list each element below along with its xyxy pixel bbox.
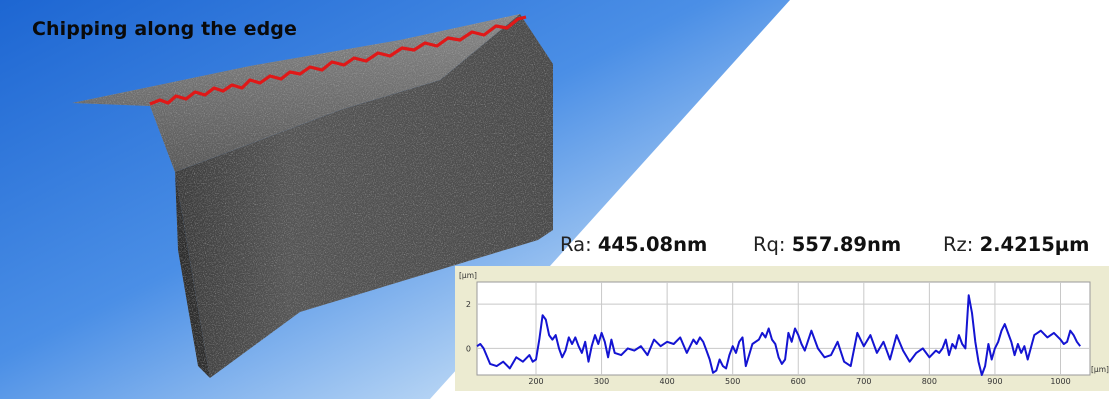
y-tick-label: 0	[466, 344, 471, 353]
stat-ra: Ra: 445.08nm	[560, 233, 707, 256]
image-title: Chipping along the edge	[32, 18, 297, 40]
x-tick-label: 900	[987, 377, 1002, 386]
x-tick-label: 1000	[1050, 377, 1070, 386]
chipping-edge-line	[149, 15, 527, 106]
x-tick-label: 300	[594, 377, 609, 386]
profile-chart-panel: 200 300 400 500 600 700 800 900 1000 0 2 [µm] [µm]	[455, 266, 1109, 391]
plot-area	[476, 281, 1091, 376]
profile-chart: 200 300 400 500 600 700 800 900 1000 0 2 [µm] [µm]	[459, 271, 1109, 386]
tick-labels: 200 300 400 500 600 700 800 900 1000 0 2	[466, 300, 1071, 386]
stat-rq-label: Rq:	[753, 233, 786, 256]
stat-rz-label: Rz:	[943, 233, 974, 256]
edge-surface	[72, 14, 553, 378]
stat-ra-value: 445.08nm	[597, 233, 708, 256]
x-tick-label: 700	[856, 377, 871, 386]
profile-line	[476, 294, 1081, 376]
y-tick-label: 2	[466, 300, 471, 309]
x-tick-label: 500	[725, 377, 740, 386]
x-axis-unit-label: [µm]	[1091, 365, 1109, 374]
x-tick-label: 200	[528, 377, 543, 386]
x-tick-label: 400	[659, 377, 674, 386]
x-tick-label: 800	[922, 377, 937, 386]
x-tick-label: 600	[791, 377, 806, 386]
stat-rz-value: 2.4215µm	[979, 233, 1090, 256]
y-axis-unit-label: [µm]	[459, 271, 477, 280]
stat-rq: Rq: 557.89nm	[753, 233, 901, 256]
stat-rq-value: 557.89nm	[791, 233, 902, 256]
stat-rz: Rz: 2.4215µm	[943, 233, 1089, 256]
stat-ra-label: Ra:	[560, 233, 592, 256]
